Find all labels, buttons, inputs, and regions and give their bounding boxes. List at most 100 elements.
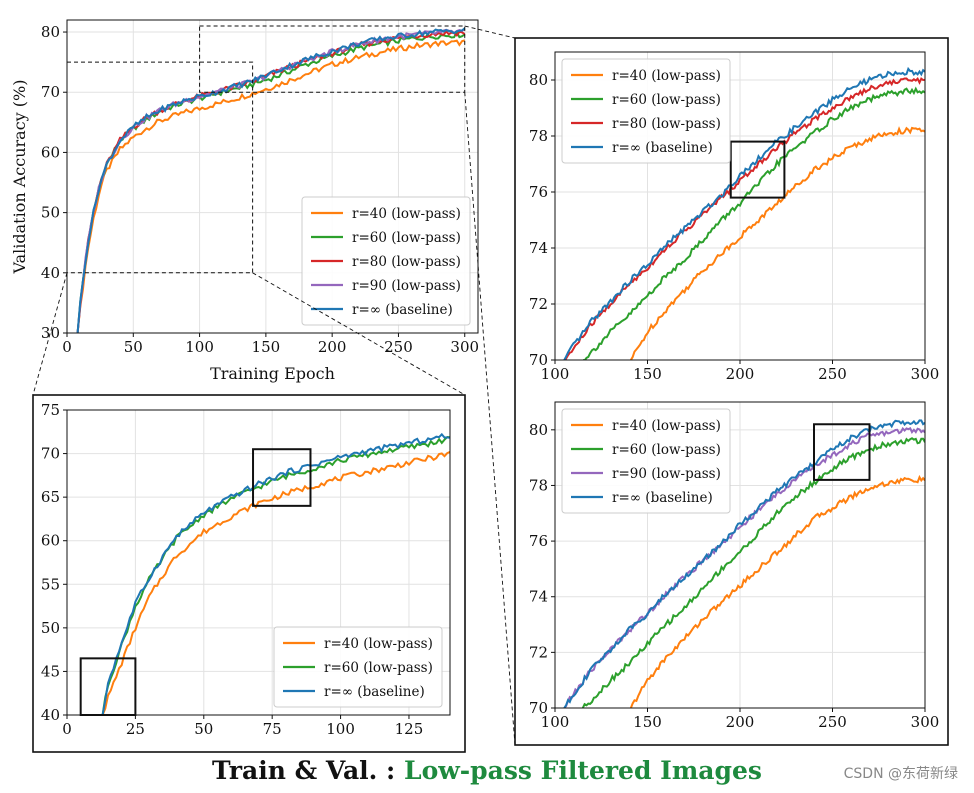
x-tick-label: 100 <box>541 365 570 383</box>
zoom-region-box <box>813 423 871 481</box>
zoom-connector-line <box>252 272 466 396</box>
y-tick-label: 80 <box>529 421 548 439</box>
x-tick-label: 50 <box>124 338 143 356</box>
y-tick-label: 72 <box>529 643 548 661</box>
zoom-connector-line <box>464 25 516 39</box>
x-tick-label: 25 <box>126 720 145 738</box>
y-tick-label: 75 <box>41 401 60 419</box>
y-tick-label: 45 <box>41 662 60 680</box>
y-tick-label: 76 <box>529 183 548 201</box>
series-line-r60 <box>581 437 925 708</box>
y-tick-label: 55 <box>41 575 60 593</box>
legend-label-r60: r=60 (low-pass) <box>324 660 433 676</box>
legend-box <box>561 58 731 164</box>
inset-frame <box>514 37 949 746</box>
x-tick-label: 250 <box>384 338 413 356</box>
series-line-r60 <box>582 86 925 360</box>
y-tick-label: 50 <box>41 619 60 637</box>
x-tick-label: 150 <box>633 713 662 731</box>
x-tick-label: 250 <box>818 713 847 731</box>
y-tick-label: 60 <box>41 532 60 550</box>
y-tick-label: 70 <box>41 83 60 101</box>
zoom-region-box <box>729 140 786 199</box>
legend-label-rinf: r=∞ (baseline) <box>612 140 713 156</box>
zoom-region-box <box>199 25 466 93</box>
panel-zoom-late-top: 100 150 200 250 300 70 72 74 76 78 80 r=40 (low-pas… <box>529 51 939 383</box>
y-tick-label: 76 <box>529 532 548 550</box>
legend: r=40 (low-pass) r=60 (low-pass) r=90 (low-… <box>561 408 731 514</box>
zoom-connector-line <box>32 272 68 396</box>
x-tick-label: 125 <box>395 720 424 738</box>
x-tick-label: 150 <box>252 338 281 356</box>
legend-box <box>273 626 443 708</box>
series-line-r40 <box>630 126 925 360</box>
zoom-region-box <box>66 61 254 274</box>
legend-label-r60: r=60 (low-pass) <box>612 442 721 458</box>
figure-caption: Train & Val. : Low-pass Filtered Images <box>0 756 974 785</box>
series-line-rinf <box>101 432 450 715</box>
y-tick-label: 70 <box>529 699 548 717</box>
zoom-region-box <box>252 448 312 507</box>
legend: r=40 (low-pass) r=60 (low-pass) r=80 (low-… <box>301 196 471 326</box>
legend-box <box>561 408 731 514</box>
series-line-r40 <box>101 450 450 715</box>
y-tick-label: 60 <box>41 143 60 161</box>
y-tick-label: 72 <box>529 295 548 313</box>
y-tick-label: 80 <box>41 23 60 41</box>
x-tick-label: 150 <box>633 365 662 383</box>
y-axis-label: Validation Accuracy (%) <box>10 80 29 275</box>
series-line-r90 <box>563 426 925 708</box>
x-tick-label: 100 <box>185 338 214 356</box>
series-line-r80 <box>563 76 925 360</box>
caption-accent: Low-pass Filtered Images <box>404 756 762 785</box>
zoom-connector-line <box>464 92 516 746</box>
series-line-rinf <box>76 27 466 333</box>
x-tick-label: 0 <box>62 720 72 738</box>
x-tick-label: 50 <box>194 720 213 738</box>
legend-label-r60: r=60 (low-pass) <box>612 92 721 108</box>
x-tick-label: 0 <box>62 338 72 356</box>
panel-zoom-late-bottom: 100 150 200 250 300 70 72 74 76 78 80 r=40 (low-pas… <box>529 401 940 731</box>
legend: r=40 (low-pass) r=60 (low-pass) r=∞ (basel… <box>273 626 443 708</box>
inset-frame <box>32 394 466 753</box>
panel-zoom-early: 0 25 50 75 100 125 40 45 50 55 60 65 70 75 r=40 (low-p… <box>41 401 451 738</box>
legend-label-r40: r=40 (low-pass) <box>352 206 461 222</box>
series-line-rinf <box>563 419 925 708</box>
series-line-rinf <box>563 66 925 360</box>
legend-label-r80: r=80 (low-pass) <box>612 116 721 132</box>
legend-label-r40: r=40 (low-pass) <box>612 68 721 84</box>
series-line-r40 <box>76 39 465 333</box>
caption-prefix: Train & Val. : <box>212 756 404 785</box>
x-tick-label: 100 <box>541 713 570 731</box>
x-axis-label: Training Epoch <box>210 364 335 383</box>
legend-label-r90: r=90 (low-pass) <box>612 466 721 482</box>
x-tick-label: 300 <box>911 713 940 731</box>
x-tick-label: 250 <box>818 365 847 383</box>
y-tick-label: 70 <box>529 351 548 369</box>
x-tick-label: 200 <box>726 713 755 731</box>
x-tick-label: 300 <box>450 338 479 356</box>
panel-main: 0 50 100 150 200 250 300 30 40 50 60 70 80 Training E… <box>10 19 479 383</box>
y-tick-label: 50 <box>41 204 60 222</box>
legend-label-rinf: r=∞ (baseline) <box>612 490 713 506</box>
x-tick-label: 200 <box>726 365 755 383</box>
legend-label-r90: r=90 (low-pass) <box>352 278 461 294</box>
legend-label-r40: r=40 (low-pass) <box>612 418 721 434</box>
y-tick-label: 30 <box>41 324 60 342</box>
legend-label-r40: r=40 (low-pass) <box>324 636 433 652</box>
y-tick-label: 74 <box>529 239 548 257</box>
legend-label-rinf: r=∞ (baseline) <box>324 684 425 700</box>
watermark-text: CSDN @东荷新绿 <box>843 766 958 782</box>
x-tick-label: 75 <box>263 720 282 738</box>
legend: r=40 (low-pass) r=60 (low-pass) r=80 (low-… <box>561 58 731 164</box>
y-tick-label: 40 <box>41 264 60 282</box>
legend-label-r60: r=60 (low-pass) <box>352 230 461 246</box>
legend-box <box>301 196 471 326</box>
y-tick-label: 80 <box>529 71 548 89</box>
legend-label-rinf: r=∞ (baseline) <box>352 302 453 318</box>
series-line-r40 <box>629 474 925 708</box>
y-tick-label: 65 <box>41 488 60 506</box>
legend-label-r80: r=80 (low-pass) <box>352 254 461 270</box>
x-tick-label: 100 <box>326 720 355 738</box>
